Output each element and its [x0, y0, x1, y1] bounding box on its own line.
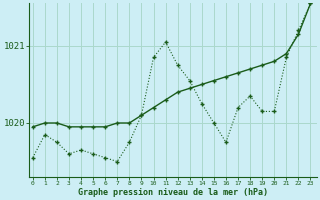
X-axis label: Graphe pression niveau de la mer (hPa): Graphe pression niveau de la mer (hPa): [78, 188, 268, 197]
